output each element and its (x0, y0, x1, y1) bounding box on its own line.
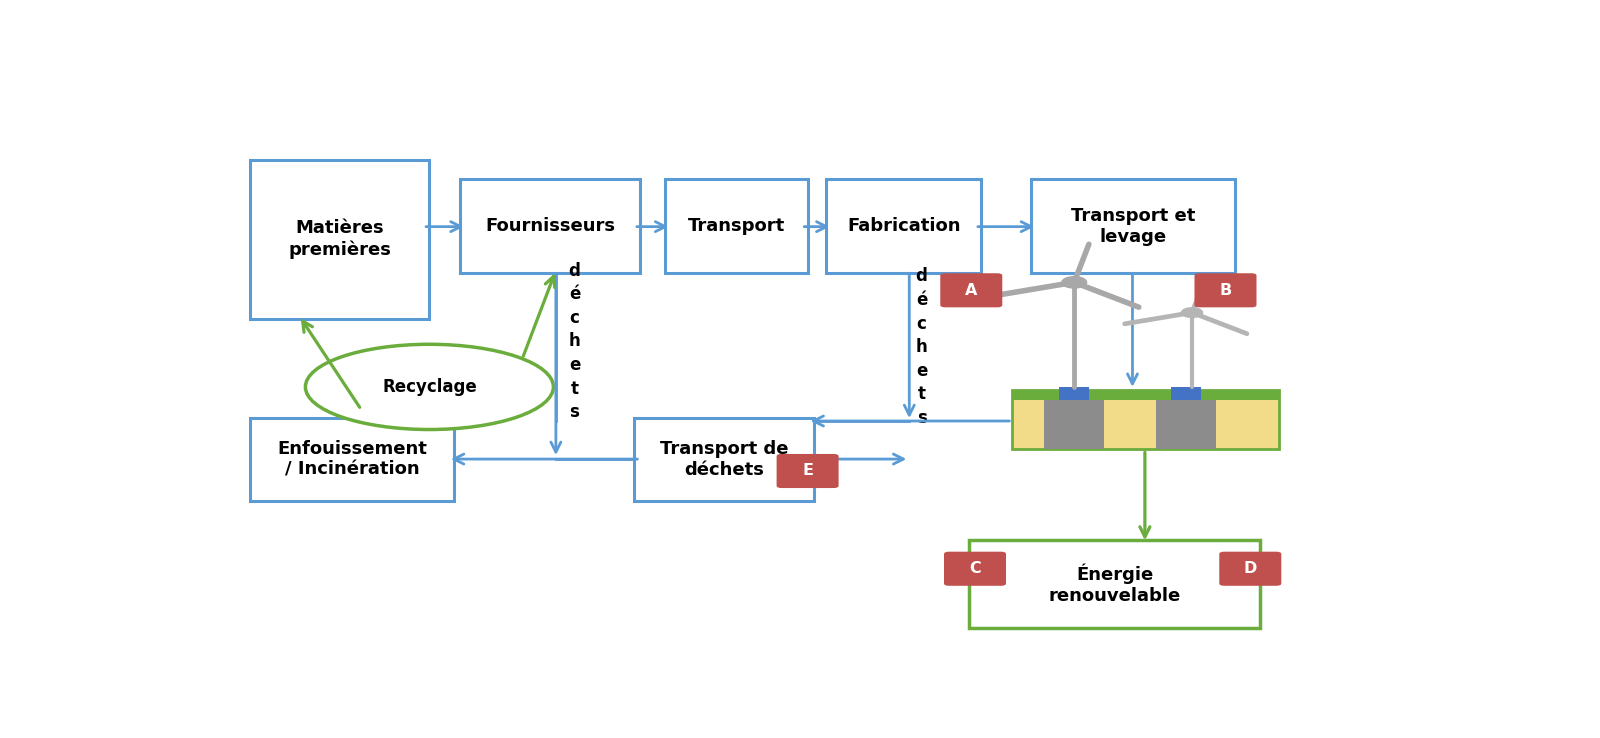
Text: E: E (802, 463, 813, 478)
FancyBboxPatch shape (250, 418, 454, 500)
Text: Enfouissement
/ Incinération: Enfouissement / Incinération (277, 440, 427, 479)
Text: Matières
premières: Matières premières (288, 219, 390, 259)
FancyBboxPatch shape (1030, 179, 1235, 273)
Circle shape (1181, 308, 1203, 317)
Text: C: C (970, 561, 981, 576)
Text: Transport: Transport (688, 218, 786, 235)
Text: Recyclage: Recyclage (382, 378, 477, 396)
FancyBboxPatch shape (634, 418, 814, 500)
Bar (1045, 400, 1104, 449)
Text: Fournisseurs: Fournisseurs (485, 218, 616, 235)
FancyBboxPatch shape (776, 454, 838, 488)
FancyBboxPatch shape (970, 540, 1261, 629)
Text: Énergie
renouvelable: Énergie renouvelable (1048, 564, 1181, 605)
FancyBboxPatch shape (250, 159, 429, 319)
Text: Transport et
levage: Transport et levage (1070, 207, 1195, 246)
FancyBboxPatch shape (461, 179, 640, 273)
Bar (1013, 390, 1278, 449)
Bar (1157, 400, 1216, 449)
Text: A: A (965, 283, 978, 298)
Bar (1013, 390, 1278, 400)
FancyBboxPatch shape (941, 273, 1002, 307)
Text: Fabrication: Fabrication (846, 218, 960, 235)
Ellipse shape (306, 344, 554, 430)
Text: D: D (1243, 561, 1258, 576)
Bar (1171, 387, 1200, 400)
FancyBboxPatch shape (1195, 273, 1256, 307)
FancyBboxPatch shape (826, 179, 981, 273)
Text: Transport de
déchets: Transport de déchets (659, 440, 789, 479)
Text: d
é
c
h
e
t
s: d é c h e t s (568, 262, 581, 421)
Bar (1059, 387, 1090, 400)
Text: d
é
c
h
e
t
s: d é c h e t s (915, 267, 928, 427)
FancyBboxPatch shape (666, 179, 808, 273)
Circle shape (1062, 277, 1086, 288)
FancyBboxPatch shape (1219, 552, 1282, 586)
FancyBboxPatch shape (944, 552, 1006, 586)
Text: B: B (1219, 283, 1232, 298)
